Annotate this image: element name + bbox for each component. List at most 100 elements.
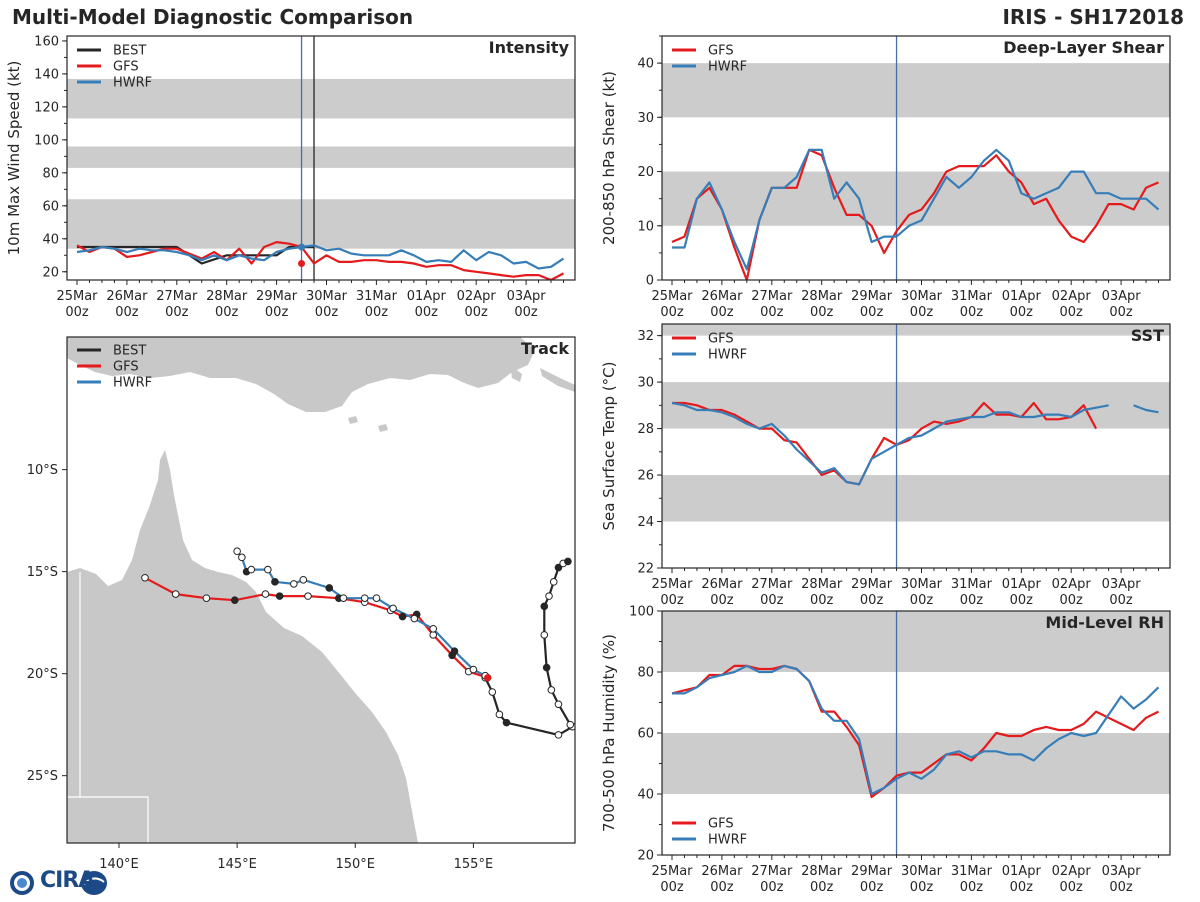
intensity-xtick-label: 29Mar 00z xyxy=(256,289,298,320)
shear-xtick-label-line: 00z xyxy=(760,305,784,320)
sst-xtick-label-line: 31Mar xyxy=(951,577,993,592)
intensity-xtick-label-line: 00z xyxy=(365,305,389,320)
sst-xtick-label: 30Mar 00z xyxy=(901,577,943,608)
rh-series-gfs xyxy=(671,664,1159,799)
intensity-xtick-label-line: 00z xyxy=(65,305,89,320)
shear-series-hwrf xyxy=(672,148,1160,271)
sst-ytick-label: 30 xyxy=(637,376,654,391)
sst-xtick-label: 29Mar 00z xyxy=(851,577,893,608)
louisiade-land xyxy=(378,424,388,432)
d-entrecasteaux-land xyxy=(348,416,358,424)
intensity-xtick-label-line: 31Mar xyxy=(356,289,398,304)
track-point-best xyxy=(542,663,551,672)
track-ytick-label: 20°S xyxy=(27,667,58,682)
intensity-plot-content xyxy=(67,36,575,280)
shear-xtick-label-line: 00z xyxy=(960,305,984,320)
intensity-frame xyxy=(66,35,576,281)
intensity-xtick-label-line: 00z xyxy=(115,305,139,320)
sst-ytick-label: 28 xyxy=(637,422,654,437)
intensity-xtick-label-line: 02Apr xyxy=(457,289,497,304)
sst-xtick-label: 28Mar 00z xyxy=(801,577,843,608)
sst-xtick-label-line: 00z xyxy=(910,593,934,608)
intensity-xtick-label-line: 00z xyxy=(465,305,489,320)
intensity-xtick-label-line: 00z xyxy=(514,305,538,320)
sst-xtick-label-line: 26Mar xyxy=(701,577,743,592)
shear-xtick-label: 31Mar 00z xyxy=(951,289,993,320)
cira-logo-icon xyxy=(10,871,107,895)
track-point-best xyxy=(540,631,549,639)
track-legend-label-best: BEST xyxy=(113,344,146,359)
intensity-ytick-label: 60 xyxy=(42,199,59,214)
sst-ytick-label: 26 xyxy=(637,469,654,484)
rh-xtick-label-line: 00z xyxy=(710,880,734,895)
intensity-xtick-label-line: 28Mar xyxy=(206,289,248,304)
sst-xtick-label: 01Apr 00z xyxy=(1002,577,1042,608)
sst-xtick-label-line: 25Mar xyxy=(651,577,693,592)
figure-title: Multi-Model Diagnostic Comparison xyxy=(12,5,414,29)
intensity-xtick-label-line: 00z xyxy=(265,305,289,320)
track-point-hwrf xyxy=(372,594,381,602)
rh-xtick-label: 30Mar 00z xyxy=(901,864,943,895)
intensity-xtick-label-line: 29Mar xyxy=(256,289,298,304)
sst-plot-area xyxy=(662,324,1170,568)
intensity-band xyxy=(67,78,575,119)
track-map-land xyxy=(67,337,575,843)
sst-legend-label-hwrf: HWRF xyxy=(708,348,747,363)
shear-ylabel: 200-850 hPa Shear (kt) xyxy=(600,71,618,245)
track-point-gfs xyxy=(230,596,239,605)
shear-xtick-label: 26Mar 00z xyxy=(701,289,743,320)
sst-series-hwrf xyxy=(671,401,1159,486)
track-point-hwrf xyxy=(450,647,459,656)
intensity-legend-label-gfs: GFS xyxy=(113,60,139,75)
shear-xtick-label-line: 01Apr xyxy=(1002,289,1042,304)
intensity-xtick-label: 30Mar 00z xyxy=(306,289,348,320)
track-point-hwrf xyxy=(339,594,348,602)
rh-legend-label-gfs: GFS xyxy=(708,817,734,832)
track-point-hwrf xyxy=(360,594,369,602)
sst-xtick-label-line: 00z xyxy=(710,593,734,608)
track-xtick-label: 145°E xyxy=(217,857,257,872)
intensity-xtick-label-line: 26Mar xyxy=(106,289,148,304)
intensity-current-hwrf-point xyxy=(298,243,306,251)
intensity-current-gfs-point xyxy=(298,260,306,268)
sst-ytick-label: 32 xyxy=(637,329,654,344)
intensity-xtick-label: 28Mar 00z xyxy=(206,289,248,320)
rh-xtick-label: 29Mar 00z xyxy=(851,864,893,895)
intensity-xtick-label: 02Apr 00z xyxy=(457,289,497,320)
shear-xtick-label-line: 03Apr xyxy=(1102,289,1142,304)
sst-xtick-label: 27Mar 00z xyxy=(751,577,793,608)
shear-xtick-label-line: 00z xyxy=(1060,305,1084,320)
rh-legend-label-hwrf: HWRF xyxy=(708,833,747,848)
track-xtick-label: 140°E xyxy=(99,857,139,872)
shear-ytick-label: 30 xyxy=(637,111,654,126)
track-point-best xyxy=(564,557,572,566)
shear-ytick-label: 10 xyxy=(637,219,654,234)
intensity-xtick-label-line: 00z xyxy=(215,305,239,320)
intensity-xtick-label: 25Mar 00z xyxy=(56,289,98,320)
rh-ytick-label: 80 xyxy=(637,666,654,681)
rh-xtick-label-line: 02Apr xyxy=(1052,864,1092,879)
track-point-best xyxy=(554,731,563,739)
intensity-ytick-label: 20 xyxy=(42,265,59,280)
sst-xtick-label-line: 00z xyxy=(810,593,834,608)
shear-xtick-label: 30Mar 00z xyxy=(901,289,943,320)
rh-xtick-label-line: 30Mar xyxy=(901,864,943,879)
track-point-hwrf xyxy=(290,580,298,588)
track-point-best xyxy=(502,718,511,727)
intensity-xtick-label-line: 25Mar xyxy=(56,289,98,304)
rh-xtick-label-line: 25Mar xyxy=(651,864,693,879)
intensity-series-best xyxy=(77,245,314,265)
shear-xtick-label-line: 25Mar xyxy=(651,289,693,304)
rh-series-hwrf xyxy=(672,664,1160,796)
track-point-hwrf xyxy=(299,575,308,584)
intensity-ytick-label: 140 xyxy=(34,67,59,82)
shear-xtick-label: 29Mar 00z xyxy=(851,289,893,320)
rh-xtick-label-line: 28Mar xyxy=(801,864,843,879)
shear-legend-label-hwrf: HWRF xyxy=(708,60,747,75)
sst-xtick-label-line: 00z xyxy=(860,593,884,608)
intensity-xtick-label-line: 03Apr xyxy=(507,289,547,304)
